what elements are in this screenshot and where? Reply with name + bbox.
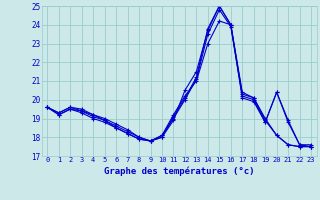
X-axis label: Graphe des températures (°c): Graphe des températures (°c) xyxy=(104,166,254,176)
